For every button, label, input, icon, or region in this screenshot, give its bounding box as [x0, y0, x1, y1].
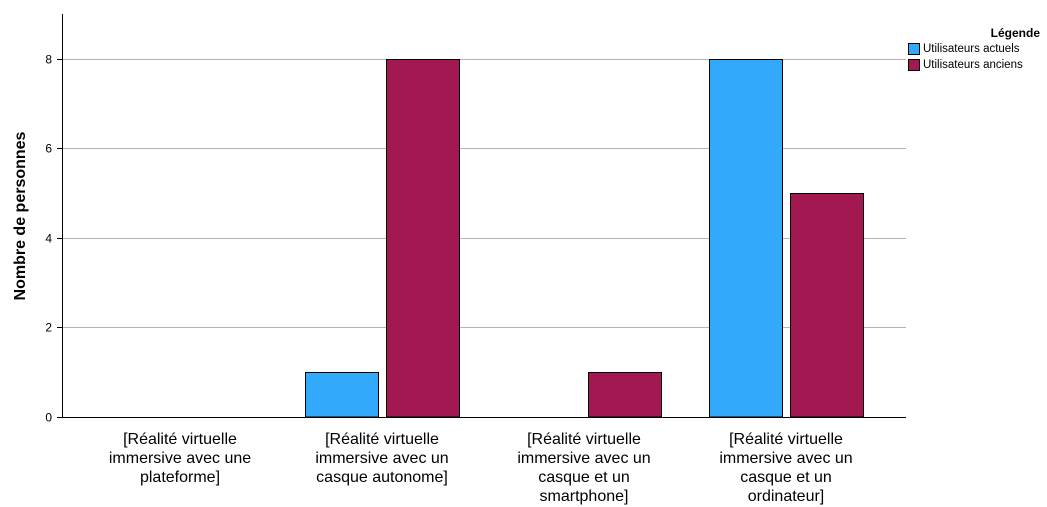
x-category-label-line: ordinateur]	[748, 488, 825, 505]
legend-swatch	[908, 43, 920, 55]
y-tick-label: 2	[45, 321, 52, 335]
x-category-label-line: smartphone]	[540, 488, 629, 505]
x-category-label-line: casque et un	[538, 469, 630, 486]
bar-utilisateurs-anciens	[790, 193, 864, 418]
x-category-label: [Réalité virtuelle immersive avec un casqu…	[517, 431, 650, 505]
y-tick-label: 0	[45, 411, 52, 425]
x-category-label-line: immersive avec un	[517, 450, 650, 467]
x-category-label-line: immersive avec une	[109, 450, 251, 467]
legend-label: Utilisateurs actuels	[923, 43, 1020, 55]
x-category-label: [Réalité virtuelle immersive avec un casqu…	[315, 431, 448, 486]
x-category-label: [Réalité virtuelle immersive avec une plat…	[109, 431, 251, 486]
y-tick-label: 6	[45, 142, 52, 156]
bar-utilisateurs-anciens	[386, 59, 460, 418]
bar-utilisateurs-actuels	[305, 372, 379, 418]
legend-label: Utilisateurs anciens	[923, 59, 1023, 71]
x-category-label: [Réalité virtuelle immersive avec un casqu…	[719, 431, 852, 505]
x-category-label-line: [Réalité virtuelle	[729, 431, 843, 448]
x-category-label-line: casque et un	[740, 469, 832, 486]
y-tick-label: 8	[45, 53, 52, 67]
axis-labels: 0 2 4 6 8 [Réalité virtuelle immersive avec un…	[45, 53, 852, 506]
bar-utilisateurs-anciens	[588, 372, 662, 418]
legend: Légende Utilisateurs actuels Utilisateurs…	[908, 26, 1043, 73]
x-category-label-line: [Réalité virtuelle	[527, 431, 641, 448]
y-tick-label: 4	[45, 232, 52, 246]
axes	[57, 14, 906, 418]
y-axis-title: Nombre de personnes	[12, 131, 29, 300]
legend-item: Utilisateurs actuels	[908, 41, 1043, 57]
x-category-label-line: plateforme]	[140, 469, 220, 486]
x-category-label-line: casque autonome]	[316, 469, 448, 486]
legend-item: Utilisateurs anciens	[908, 57, 1043, 73]
x-category-label-line: immersive avec un	[315, 450, 448, 467]
bar-utilisateurs-actuels	[709, 59, 783, 418]
x-category-label-line: [Réalité virtuelle	[325, 431, 439, 448]
legend-title: Légende	[990, 26, 1040, 40]
x-category-label-line: immersive avec un	[719, 450, 852, 467]
legend-items: Utilisateurs actuels Utilisateurs anciens	[908, 41, 1043, 73]
legend-swatch	[908, 59, 920, 71]
x-category-label-line: [Réalité virtuelle	[123, 431, 237, 448]
